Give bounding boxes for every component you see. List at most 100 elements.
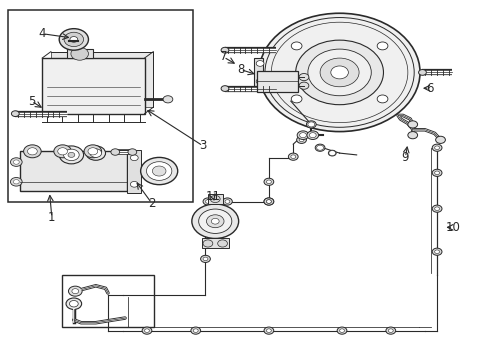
Circle shape: [13, 160, 19, 164]
Circle shape: [86, 146, 105, 160]
Circle shape: [211, 219, 219, 224]
Circle shape: [296, 136, 306, 143]
Circle shape: [407, 132, 417, 139]
Circle shape: [266, 180, 271, 184]
Circle shape: [418, 69, 426, 75]
Circle shape: [376, 42, 387, 50]
Circle shape: [203, 257, 207, 261]
Bar: [201, 238, 228, 248]
Circle shape: [297, 131, 308, 139]
Circle shape: [224, 200, 229, 203]
Bar: [66, 49, 93, 58]
Circle shape: [288, 153, 298, 160]
Circle shape: [64, 32, 83, 46]
Circle shape: [203, 240, 212, 247]
Text: 8: 8: [236, 63, 244, 76]
Circle shape: [144, 329, 149, 332]
Circle shape: [146, 162, 171, 180]
Text: 6: 6: [425, 82, 433, 95]
Circle shape: [193, 329, 198, 332]
Circle shape: [200, 255, 210, 262]
Circle shape: [221, 86, 228, 91]
Circle shape: [299, 73, 308, 81]
Circle shape: [316, 145, 323, 150]
Text: 4: 4: [39, 27, 46, 40]
Circle shape: [58, 148, 67, 155]
Circle shape: [320, 58, 358, 87]
Circle shape: [431, 248, 441, 255]
Circle shape: [435, 136, 445, 143]
Circle shape: [11, 111, 19, 117]
Text: 5: 5: [28, 95, 35, 108]
Circle shape: [69, 301, 78, 307]
Circle shape: [434, 146, 439, 149]
Circle shape: [10, 177, 22, 186]
Circle shape: [222, 198, 232, 205]
Circle shape: [141, 157, 177, 185]
Circle shape: [163, 96, 172, 103]
Circle shape: [307, 122, 314, 127]
Bar: [207, 194, 222, 204]
Circle shape: [328, 150, 335, 156]
Circle shape: [330, 66, 347, 79]
Circle shape: [198, 209, 231, 233]
Circle shape: [385, 327, 395, 334]
Circle shape: [128, 149, 137, 155]
Circle shape: [59, 29, 88, 50]
Text: 1: 1: [48, 211, 56, 224]
Circle shape: [68, 152, 75, 157]
Circle shape: [130, 155, 138, 161]
Circle shape: [256, 60, 264, 66]
Circle shape: [431, 144, 441, 151]
Bar: [8, 10, 193, 202]
Circle shape: [295, 40, 383, 105]
Circle shape: [306, 121, 316, 128]
Circle shape: [130, 181, 138, 187]
Circle shape: [387, 329, 392, 332]
Circle shape: [66, 298, 81, 310]
Circle shape: [264, 178, 273, 185]
Text: 7: 7: [219, 50, 227, 63]
Circle shape: [264, 198, 273, 205]
Circle shape: [63, 149, 79, 161]
Circle shape: [266, 200, 271, 203]
Circle shape: [256, 78, 264, 84]
Circle shape: [200, 220, 210, 226]
Circle shape: [10, 158, 22, 166]
Bar: [256, 71, 298, 92]
Circle shape: [72, 289, 79, 294]
Text: 9: 9: [401, 151, 408, 164]
Circle shape: [191, 204, 238, 238]
Circle shape: [434, 207, 439, 211]
Circle shape: [70, 37, 78, 42]
Circle shape: [264, 327, 273, 334]
Circle shape: [315, 144, 325, 151]
Bar: [61, 275, 154, 327]
Circle shape: [407, 121, 417, 128]
Circle shape: [307, 49, 370, 96]
Text: 2: 2: [148, 197, 155, 210]
Circle shape: [203, 221, 207, 225]
Circle shape: [376, 95, 387, 103]
FancyBboxPatch shape: [42, 58, 144, 114]
Text: 11: 11: [205, 190, 220, 203]
Circle shape: [339, 329, 344, 332]
Circle shape: [13, 180, 19, 184]
Circle shape: [434, 171, 439, 175]
Circle shape: [290, 155, 295, 158]
Circle shape: [84, 145, 102, 158]
Circle shape: [259, 13, 419, 132]
Circle shape: [203, 198, 212, 205]
Bar: [20, 151, 127, 191]
Circle shape: [27, 148, 37, 155]
Circle shape: [309, 133, 316, 138]
FancyBboxPatch shape: [51, 51, 153, 107]
Circle shape: [190, 327, 200, 334]
Circle shape: [54, 145, 71, 158]
Circle shape: [142, 327, 152, 334]
Circle shape: [264, 198, 273, 205]
Circle shape: [205, 200, 210, 203]
Circle shape: [431, 169, 441, 176]
Circle shape: [291, 95, 302, 103]
Circle shape: [210, 195, 220, 203]
